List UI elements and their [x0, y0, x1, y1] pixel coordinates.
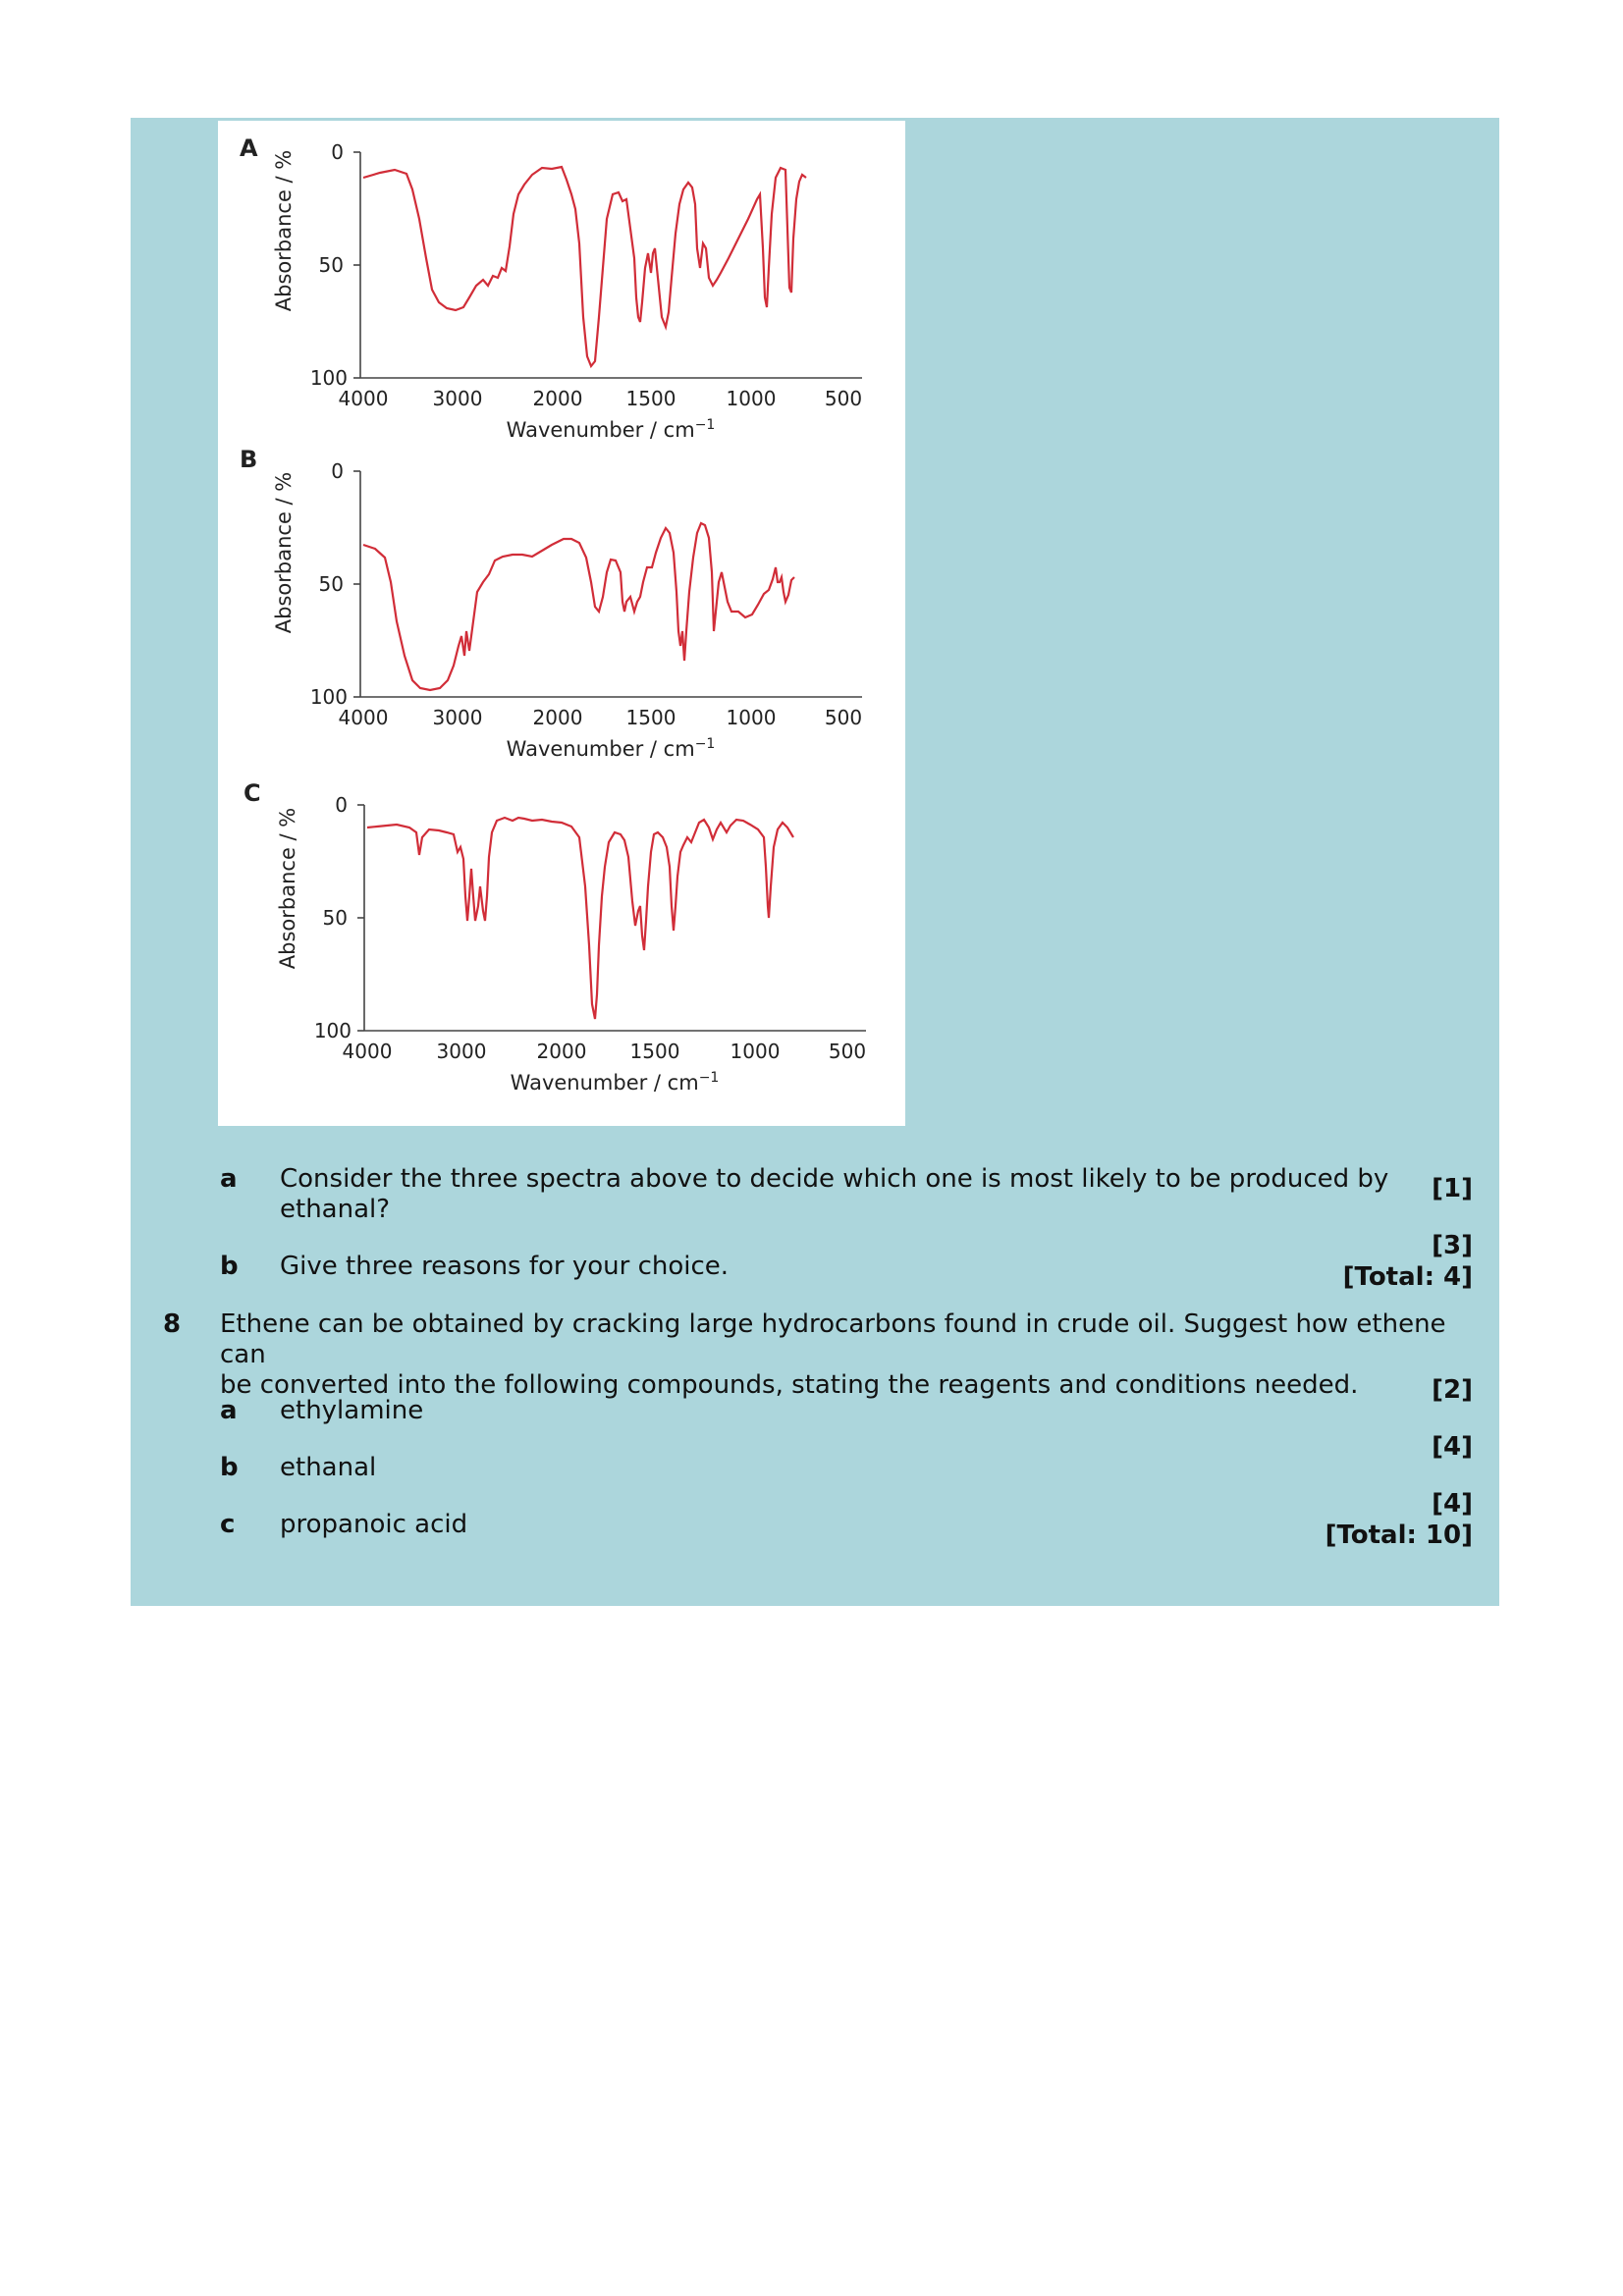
x-tick-label: 4000 — [339, 706, 389, 729]
part-letter-b: b — [220, 1252, 239, 1281]
x-tick-label: 2000 — [533, 387, 583, 410]
marks-7b: [3] — [1432, 1231, 1473, 1260]
part-letter-a: a — [220, 1164, 238, 1194]
question-7b-text: Give three reasons for your choice. — [280, 1252, 730, 1281]
x-axis-label: Wavenumber / cm−1 — [511, 1070, 720, 1095]
x-tick-label: 500 — [829, 1040, 866, 1063]
total-8: [Total: 10] — [1325, 1521, 1473, 1550]
x-tick-label: 500 — [825, 387, 862, 410]
x-axis-label: Wavenumber / cm−1 — [507, 736, 716, 761]
part-letter-8c: c — [220, 1510, 236, 1539]
spectrum-b-trace — [362, 521, 795, 692]
y-tick-label: 50 — [319, 253, 344, 277]
y-tick-label: 50 — [323, 906, 348, 930]
part-letter-8a: a — [220, 1396, 238, 1425]
question-7a-line1: Consider the three spectra above to deci… — [280, 1164, 1389, 1194]
question-8-line2: be converted into the following compound… — [220, 1370, 1359, 1400]
x-tick-label: 3000 — [433, 706, 483, 729]
y-tick-label: 50 — [319, 572, 344, 596]
x-tick-label: 1500 — [626, 706, 676, 729]
y-tick-label: 100 — [314, 1019, 352, 1042]
x-tick-label: 1000 — [727, 387, 777, 410]
y-tick-label: 100 — [310, 685, 348, 709]
ir-spectra-figure: A Absorbance / % 0 50 100 4000 3000 2000… — [218, 121, 905, 1126]
y-tick-label: 0 — [331, 459, 344, 483]
x-tick-label: 3000 — [437, 1040, 487, 1063]
x-tick-label: 1500 — [630, 1040, 680, 1063]
marks-8c: [4] — [1432, 1489, 1473, 1519]
spectrum-label: C — [243, 779, 261, 807]
spectrum-label: A — [240, 134, 258, 162]
spectrum-a-trace — [362, 165, 807, 369]
total-7: [Total: 4] — [1342, 1262, 1473, 1292]
y-tick-label: 0 — [335, 793, 348, 817]
marks-8a: [2] — [1432, 1375, 1473, 1405]
x-tick-label: 3000 — [433, 387, 483, 410]
question-panel: A Absorbance / % 0 50 100 4000 3000 2000… — [131, 118, 1499, 1606]
question-8b-text: ethanal — [280, 1453, 377, 1482]
x-tick-label: 1000 — [730, 1040, 781, 1063]
x-tick-label: 4000 — [343, 1040, 393, 1063]
y-tick-label: 100 — [310, 366, 348, 390]
question-7a-text: Consider the three spectra above to deci… — [280, 1164, 1399, 1225]
marks-7a: [1] — [1432, 1174, 1473, 1203]
question-8c-text: propanoic acid — [280, 1510, 468, 1539]
question-7a-line2: ethanal? — [280, 1195, 391, 1224]
question-number-8: 8 — [163, 1309, 182, 1339]
marks-8b: [4] — [1432, 1432, 1473, 1462]
x-tick-label: 500 — [825, 706, 862, 729]
part-letter-8b: b — [220, 1453, 239, 1482]
y-axis-label: Absorbance / % — [272, 150, 296, 311]
y-axis-label: Absorbance / % — [272, 472, 296, 633]
x-tick-label: 2000 — [533, 706, 583, 729]
question-8-stem: Ethene can be obtained by cracking large… — [220, 1309, 1496, 1401]
x-tick-label: 1000 — [727, 706, 777, 729]
y-axis-label: Absorbance / % — [276, 808, 299, 969]
spectrum-a: A Absorbance / % 0 50 100 4000 3000 2000… — [240, 134, 862, 442]
x-tick-label: 1500 — [626, 387, 676, 410]
x-axis-label: Wavenumber / cm−1 — [507, 417, 716, 442]
x-tick-label: 2000 — [537, 1040, 587, 1063]
x-tick-label: 4000 — [339, 387, 389, 410]
spectrum-b: B Absorbance / % 0 50 100 4000 3000 2000… — [240, 446, 862, 761]
question-8-line1: Ethene can be obtained by cracking large… — [220, 1309, 1446, 1369]
spectrum-label: B — [240, 446, 257, 473]
spectrum-c-trace — [366, 816, 794, 1020]
spectrum-c: C Absorbance / % 0 50 100 4000 3000 2000… — [243, 779, 866, 1095]
y-tick-label: 0 — [331, 140, 344, 164]
question-8a-text: ethylamine — [280, 1396, 424, 1425]
